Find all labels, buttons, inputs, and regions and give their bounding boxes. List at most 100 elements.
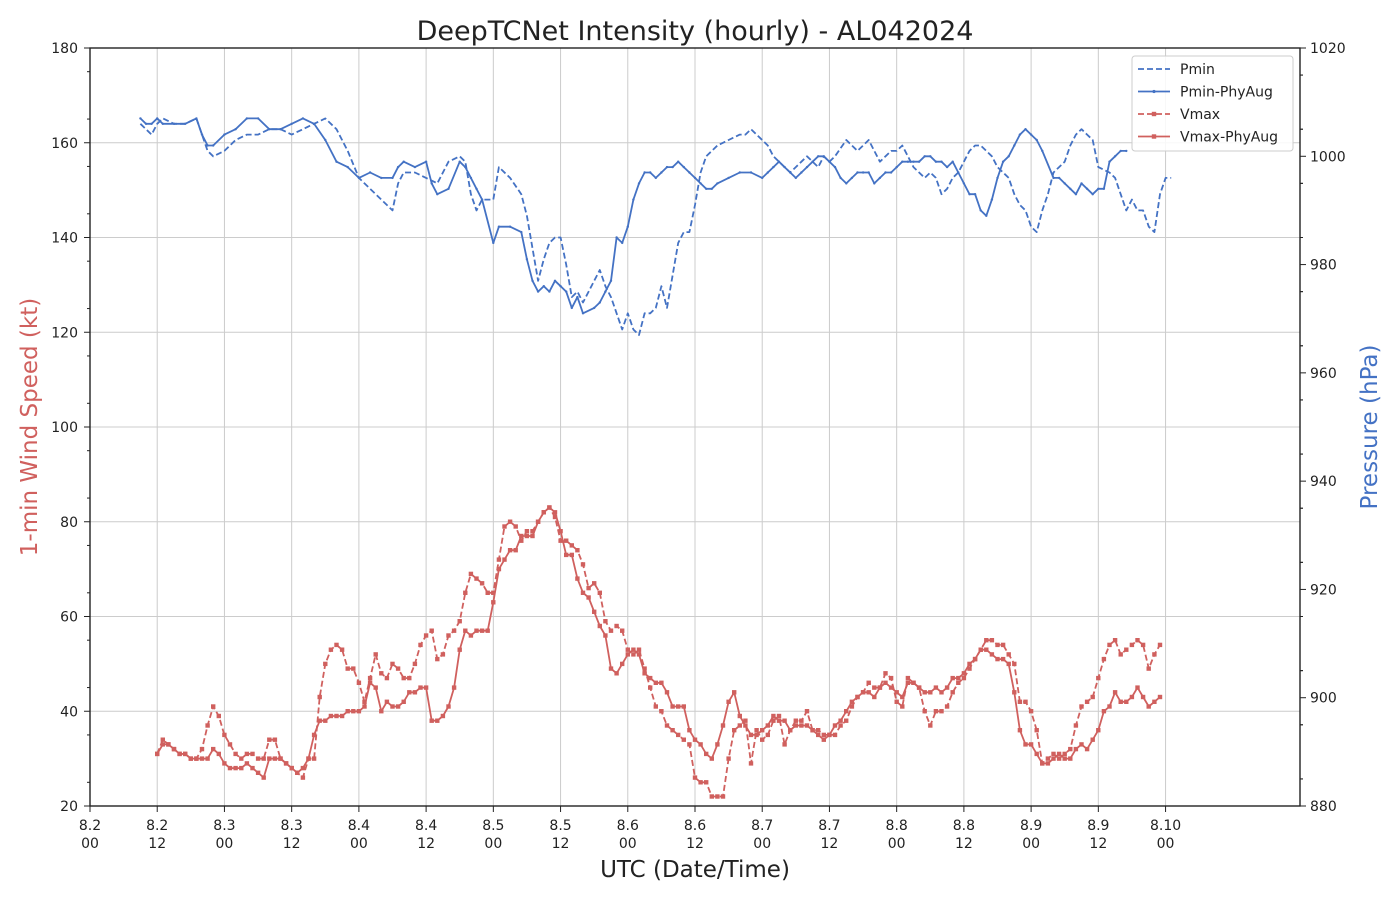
- data-point-vmax-phyaug: [765, 723, 770, 728]
- data-point-vmax-phyaug: [216, 751, 221, 757]
- data-point-pmin-phyaug: [559, 285, 562, 288]
- data-point-vmax: [642, 666, 647, 671]
- data-point-vmax: [1101, 656, 1107, 662]
- data-point-pmin-phyaug: [727, 176, 730, 180]
- data-point-pmin-phyaug: [492, 241, 495, 245]
- data-point-vmax-phyaug: [1084, 746, 1090, 752]
- data-point-vmax: [922, 709, 927, 714]
- data-point-vmax: [524, 529, 530, 534]
- data-point-pmin-phyaug: [1007, 155, 1010, 158]
- data-point-vmax: [737, 723, 742, 728]
- data-point-vmax: [883, 671, 888, 676]
- data-point-vmax: [1006, 652, 1011, 657]
- data-point-pmin-phyaug: [654, 176, 657, 180]
- data-point-vmax: [961, 675, 967, 681]
- data-point-vmax-phyaug: [687, 728, 692, 733]
- data-point-vmax-phyaug: [1101, 709, 1107, 714]
- data-point-vmax: [754, 728, 759, 733]
- data-point-vmax: [401, 675, 406, 681]
- series-layer: [139, 117, 1172, 799]
- data-point-vmax: [810, 728, 815, 733]
- data-point-vmax-phyaug: [592, 609, 597, 614]
- data-point-vmax-phyaug: [816, 732, 821, 738]
- data-point-vmax: [183, 751, 188, 757]
- data-point-vmax-phyaug: [1107, 704, 1112, 709]
- data-point-vmax-phyaug: [782, 718, 787, 723]
- data-point-vmax: [1152, 652, 1157, 657]
- x-tick-hour: 00: [753, 836, 771, 852]
- data-point-vmax-phyaug: [328, 713, 334, 719]
- data-point-vmax: [474, 576, 479, 581]
- left-y-tick-label: 120: [51, 325, 78, 341]
- data-point-vmax: [704, 780, 709, 785]
- data-point-vmax: [1157, 642, 1163, 648]
- data-point-pmin-phyaug: [794, 176, 797, 180]
- data-point-vmax: [1135, 638, 1140, 643]
- data-point-vmax-phyaug: [849, 699, 855, 704]
- data-point-vmax: [311, 756, 317, 761]
- data-point-vmax: [485, 590, 490, 595]
- x-tick-date: 8.2: [79, 818, 101, 834]
- data-point-vmax: [491, 590, 496, 595]
- data-point-pmin-phyaug: [542, 285, 545, 288]
- data-point-vmax: [188, 756, 193, 761]
- legend-label-pmin: Pmin: [1180, 62, 1215, 78]
- data-point-vmax: [1034, 728, 1039, 733]
- x-tick-date: 8.9: [1020, 818, 1042, 834]
- data-point-vmax-phyaug: [530, 533, 535, 539]
- data-point-vmax-phyaug: [799, 723, 804, 728]
- data-point-vmax: [1056, 756, 1062, 761]
- data-point-vmax: [155, 751, 160, 757]
- data-point-pmin-phyaug: [710, 187, 713, 190]
- data-point-vmax: [995, 642, 1000, 648]
- data-point-pmin-phyaug: [649, 171, 652, 174]
- data-point-vmax: [586, 585, 591, 591]
- data-point-vmax-phyaug: [883, 680, 888, 685]
- data-point-vmax-phyaug: [692, 737, 698, 742]
- data-point-vmax-phyaug: [614, 671, 619, 676]
- data-point-vmax: [1062, 751, 1067, 757]
- data-point-pmin-phyaug: [245, 117, 249, 120]
- data-point-pmin-phyaug: [800, 171, 803, 174]
- data-point-vmax: [558, 538, 563, 543]
- data-point-pmin-phyaug: [447, 187, 450, 190]
- data-point-vmax-phyaug: [373, 685, 378, 690]
- data-point-vmax: [384, 675, 390, 681]
- data-point-vmax-phyaug: [384, 699, 390, 704]
- data-point-vmax-phyaug: [233, 765, 238, 771]
- right-y-tick-label: 1020: [1310, 41, 1346, 57]
- data-point-vmax-phyaug: [603, 633, 608, 638]
- x-tick-date: 8.4: [415, 818, 437, 834]
- data-point-vmax: [328, 647, 334, 652]
- data-point-vmax: [446, 633, 451, 638]
- data-point-vmax: [603, 619, 608, 624]
- data-point-vmax-phyaug: [227, 765, 233, 771]
- data-point-vmax-phyaug: [748, 732, 754, 738]
- right-y-axis: 880 900 920 940 960 980 1000 1020: [1300, 41, 1346, 815]
- data-point-vmax: [866, 680, 871, 685]
- data-point-pmin-phyaug: [878, 176, 882, 180]
- data-point-vmax: [541, 510, 546, 515]
- data-point-vmax: [1045, 756, 1051, 761]
- x-tick-hour: 12: [417, 836, 435, 852]
- data-point-pmin-phyaug: [766, 171, 769, 174]
- data-point-vmax: [451, 628, 457, 633]
- data-point-pmin-phyaug: [548, 290, 551, 293]
- data-point-pmin-phyaug: [531, 279, 534, 282]
- data-point-vmax-phyaug: [334, 713, 339, 719]
- x-tick-hour: 12: [1089, 836, 1107, 852]
- data-point-vmax: [911, 680, 916, 685]
- data-point-pmin-phyaug: [570, 306, 573, 310]
- data-point-pmin-phyaug: [632, 198, 635, 201]
- data-point-vmax-phyaug: [1034, 751, 1039, 757]
- data-point-vmax-phyaug: [507, 548, 513, 553]
- data-point-vmax: [513, 524, 518, 529]
- data-point-pmin-phyaug: [772, 165, 775, 169]
- legend-label-pmin-phyaug: Pmin-PhyAug: [1180, 85, 1273, 101]
- data-point-vmax: [608, 628, 614, 633]
- data-point-pmin-phyaug: [581, 312, 585, 315]
- data-point-vmax: [687, 742, 692, 747]
- data-point-vmax: [788, 728, 793, 733]
- data-point-pmin-phyaug: [604, 290, 607, 293]
- data-point-vmax-phyaug: [160, 742, 165, 747]
